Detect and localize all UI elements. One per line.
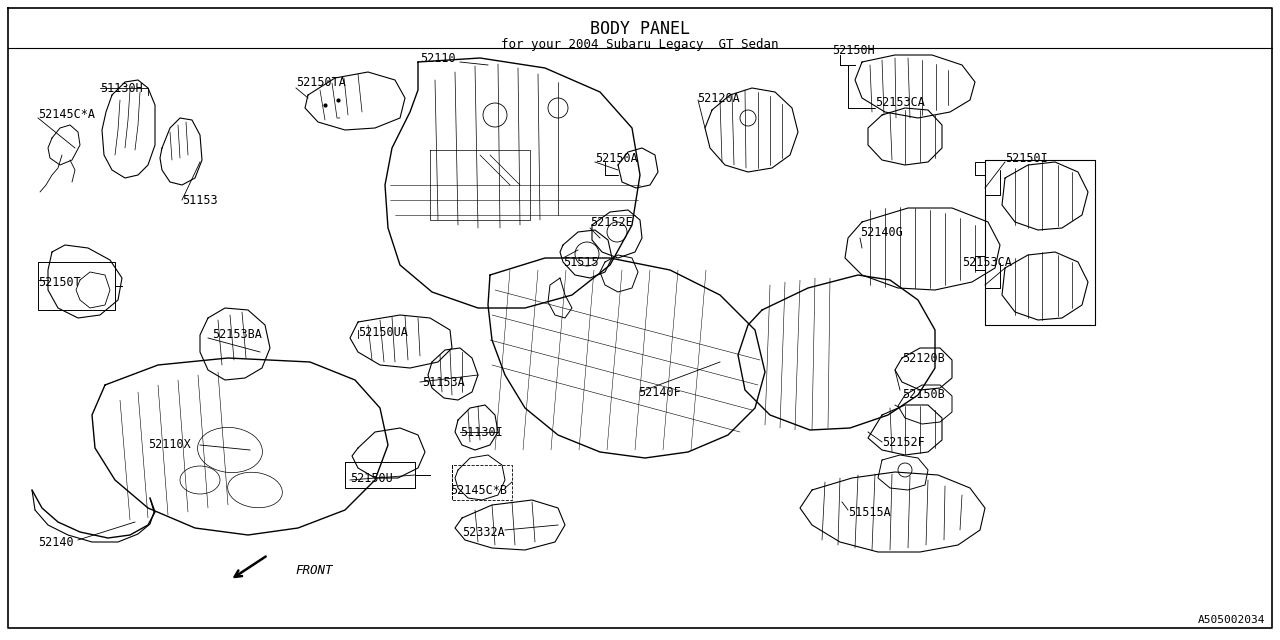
- Text: 52150I: 52150I: [1005, 152, 1048, 164]
- Text: 51130I: 51130I: [460, 426, 503, 438]
- Text: 52110X: 52110X: [148, 438, 191, 451]
- Text: 52150T: 52150T: [38, 275, 81, 289]
- Text: 51130H: 51130H: [100, 81, 143, 95]
- Text: 52120B: 52120B: [902, 351, 945, 365]
- Text: 52332A: 52332A: [462, 525, 504, 538]
- Text: 52150A: 52150A: [595, 152, 637, 164]
- Text: BODY PANEL: BODY PANEL: [590, 20, 690, 38]
- Text: 52145C*A: 52145C*A: [38, 109, 95, 122]
- Text: 52150UA: 52150UA: [358, 326, 408, 339]
- Text: 52153BA: 52153BA: [212, 328, 262, 342]
- Text: 52150H: 52150H: [832, 44, 874, 56]
- Text: 52145C*B: 52145C*B: [451, 483, 507, 497]
- Text: 51515: 51515: [563, 255, 599, 269]
- Text: 52140G: 52140G: [860, 225, 902, 239]
- Text: 51153: 51153: [182, 193, 218, 207]
- Text: 52140F: 52140F: [637, 385, 681, 399]
- Text: 52110: 52110: [420, 51, 456, 65]
- Text: 52150TA: 52150TA: [296, 76, 346, 88]
- Text: 52150U: 52150U: [349, 472, 393, 484]
- Text: 52120A: 52120A: [698, 92, 740, 104]
- Text: 52153CA: 52153CA: [876, 95, 925, 109]
- Text: 52152F: 52152F: [882, 435, 924, 449]
- Text: 51153A: 51153A: [422, 376, 465, 388]
- Text: for your 2004 Subaru Legacy  GT Sedan: for your 2004 Subaru Legacy GT Sedan: [502, 38, 778, 51]
- Text: 52152E: 52152E: [590, 216, 632, 228]
- Text: 52150B: 52150B: [902, 388, 945, 401]
- Text: 51515A: 51515A: [849, 506, 891, 518]
- Text: 52140: 52140: [38, 536, 74, 548]
- Text: FRONT: FRONT: [294, 563, 333, 577]
- Text: A505002034: A505002034: [1198, 615, 1265, 625]
- Text: 52153CA: 52153CA: [963, 255, 1012, 269]
